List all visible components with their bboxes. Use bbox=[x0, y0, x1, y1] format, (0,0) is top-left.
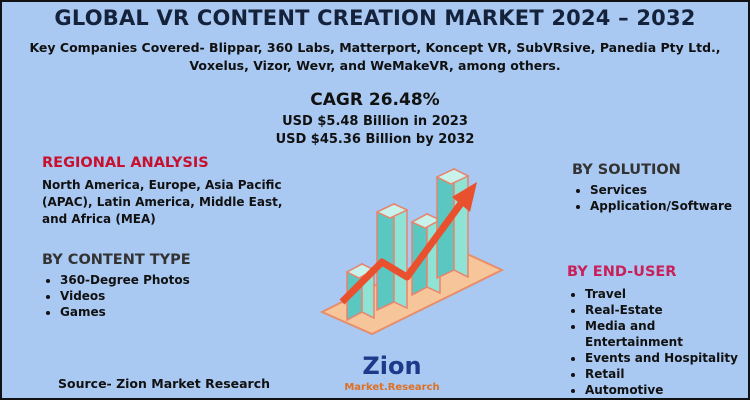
list-item: Automotive bbox=[585, 382, 747, 398]
logo-name: Zion bbox=[362, 352, 421, 380]
source: Source- Zion Market Research bbox=[58, 376, 271, 391]
list: 360-Degree PhotosVideosGames bbox=[42, 272, 282, 320]
solution-section: BY SOLUTION ServicesApplication/Software bbox=[572, 162, 742, 214]
list-item: Services bbox=[590, 182, 742, 198]
list-item: Application/Software bbox=[590, 198, 742, 214]
list-item: Retail bbox=[585, 366, 747, 382]
value-2032: USD $45.36 Billion by 2032 bbox=[275, 132, 475, 147]
logo-tagline: Market.Research bbox=[344, 382, 439, 393]
heading: REGIONAL ANALYSIS bbox=[42, 155, 209, 171]
list: TravelReal-EstateMedia and Entertainment… bbox=[567, 286, 747, 398]
list-item: Travel bbox=[585, 286, 747, 302]
title: GLOBAL VR CONTENT CREATION MARKET 2024 –… bbox=[54, 6, 696, 30]
list-item: Videos bbox=[60, 288, 282, 304]
list-item: Games bbox=[60, 304, 282, 320]
heading: BY SOLUTION bbox=[572, 162, 681, 178]
end-user-section: BY END-USER TravelReal-EstateMedia and E… bbox=[567, 264, 747, 398]
logo: Zion Market.Research bbox=[344, 352, 439, 393]
list: ServicesApplication/Software bbox=[572, 182, 742, 214]
cagr: CAGR 26.48% bbox=[310, 90, 440, 110]
heading: BY END-USER bbox=[567, 264, 677, 280]
list-item: 360-Degree Photos bbox=[60, 272, 282, 288]
bar-graphic bbox=[319, 167, 505, 336]
text: North America, Europe, Asia Pacific (APA… bbox=[42, 178, 283, 226]
subtitle: Key Companies Covered- Blippar, 360 Labs… bbox=[29, 40, 721, 73]
heading: BY CONTENT TYPE bbox=[42, 252, 191, 268]
value-2023: USD $5.48 Billion in 2023 bbox=[282, 114, 468, 129]
list-item: Events and Hospitality bbox=[585, 350, 747, 366]
regional-section: REGIONAL ANALYSIS North America, Europe,… bbox=[42, 155, 302, 228]
content-section: BY CONTENT TYPE 360-Degree PhotosVideosG… bbox=[42, 252, 282, 320]
list-item: Real-Estate bbox=[585, 302, 747, 318]
list-item: Media and Entertainment bbox=[585, 318, 747, 350]
